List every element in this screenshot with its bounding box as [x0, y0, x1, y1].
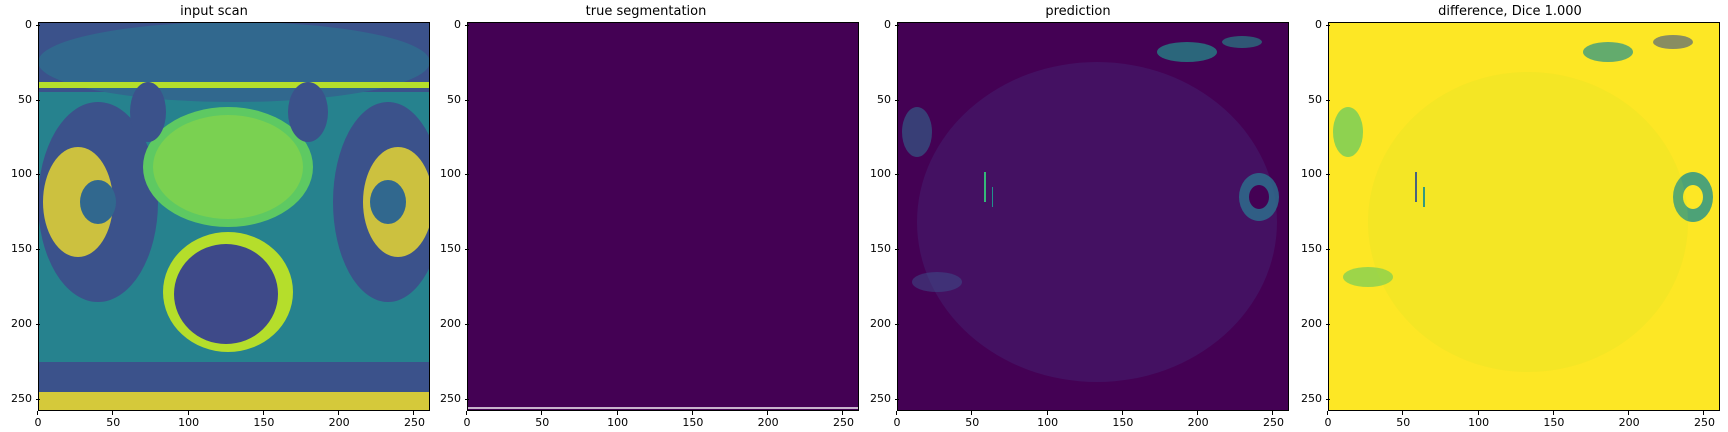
y-tick-label: 50 — [865, 93, 899, 106]
y-tick-label: 250 — [865, 392, 899, 405]
panel-title: true segmentation — [585, 4, 707, 19]
y-tick-label: 150 — [1296, 242, 1330, 255]
x-tick-label: 50 — [1388, 411, 1418, 429]
x-tick-label: 50 — [957, 411, 987, 429]
x-tick-label: 100 — [174, 411, 204, 429]
y-tick-label: 250 — [6, 392, 40, 405]
x-tick-label: 150 — [678, 411, 708, 429]
x-tick-label: 150 — [249, 411, 279, 429]
y-tick-label: 100 — [1296, 167, 1330, 180]
x-tick-label: 50 — [527, 411, 557, 429]
y-tick-label: 200 — [435, 317, 469, 330]
y-tick-label: 150 — [865, 242, 899, 255]
x-tick-label: 50 — [98, 411, 128, 429]
y-tick-label: 100 — [435, 167, 469, 180]
x-tick-label: 0 — [452, 411, 482, 429]
x-tick-label: 250 — [1689, 411, 1719, 429]
x-tick-label: 150 — [1108, 411, 1138, 429]
image-true-segmentation — [467, 22, 859, 411]
panel-difference: difference, Dice 1.000 — [1296, 0, 1728, 432]
x-tick-label: 250 — [399, 411, 429, 429]
x-tick-label: 150 — [1539, 411, 1569, 429]
x-tick-label: 100 — [1033, 411, 1063, 429]
image-input-scan — [38, 22, 430, 411]
panel-title: difference, Dice 1.000 — [1438, 4, 1582, 19]
y-tick-label: 0 — [1296, 18, 1330, 31]
x-tick-label: 0 — [23, 411, 53, 429]
x-tick-label: 200 — [1614, 411, 1644, 429]
y-tick-label: 0 — [6, 18, 40, 31]
x-tick-label: 100 — [603, 411, 633, 429]
x-tick-label: 0 — [882, 411, 912, 429]
y-tick-label: 50 — [1296, 93, 1330, 106]
y-tick-label: 50 — [435, 93, 469, 106]
panel-true-segmentation: true segmentation — [432, 0, 864, 432]
image-prediction — [897, 22, 1289, 411]
x-tick-label: 250 — [828, 411, 858, 429]
y-tick-label: 250 — [1296, 392, 1330, 405]
y-tick-label: 200 — [1296, 317, 1330, 330]
x-tick-label: 0 — [1313, 411, 1343, 429]
y-tick-label: 50 — [6, 93, 40, 106]
panel-input-scan: input scan — [0, 0, 432, 432]
y-tick-label: 0 — [865, 18, 899, 31]
y-tick-label: 200 — [865, 317, 899, 330]
y-tick-label: 0 — [435, 18, 469, 31]
y-tick-label: 150 — [6, 242, 40, 255]
x-tick-label: 100 — [1464, 411, 1494, 429]
x-tick-label: 200 — [324, 411, 354, 429]
y-tick-label: 150 — [435, 242, 469, 255]
x-tick-label: 250 — [1258, 411, 1288, 429]
y-tick-label: 200 — [6, 317, 40, 330]
image-difference — [1328, 22, 1720, 411]
y-tick-label: 100 — [6, 167, 40, 180]
panel-title: input scan — [180, 4, 248, 19]
x-tick-label: 200 — [1183, 411, 1213, 429]
panel-title: prediction — [1045, 4, 1111, 19]
y-tick-label: 250 — [435, 392, 469, 405]
x-tick-label: 200 — [753, 411, 783, 429]
panel-prediction: prediction — [864, 0, 1296, 432]
y-tick-label: 100 — [865, 167, 899, 180]
